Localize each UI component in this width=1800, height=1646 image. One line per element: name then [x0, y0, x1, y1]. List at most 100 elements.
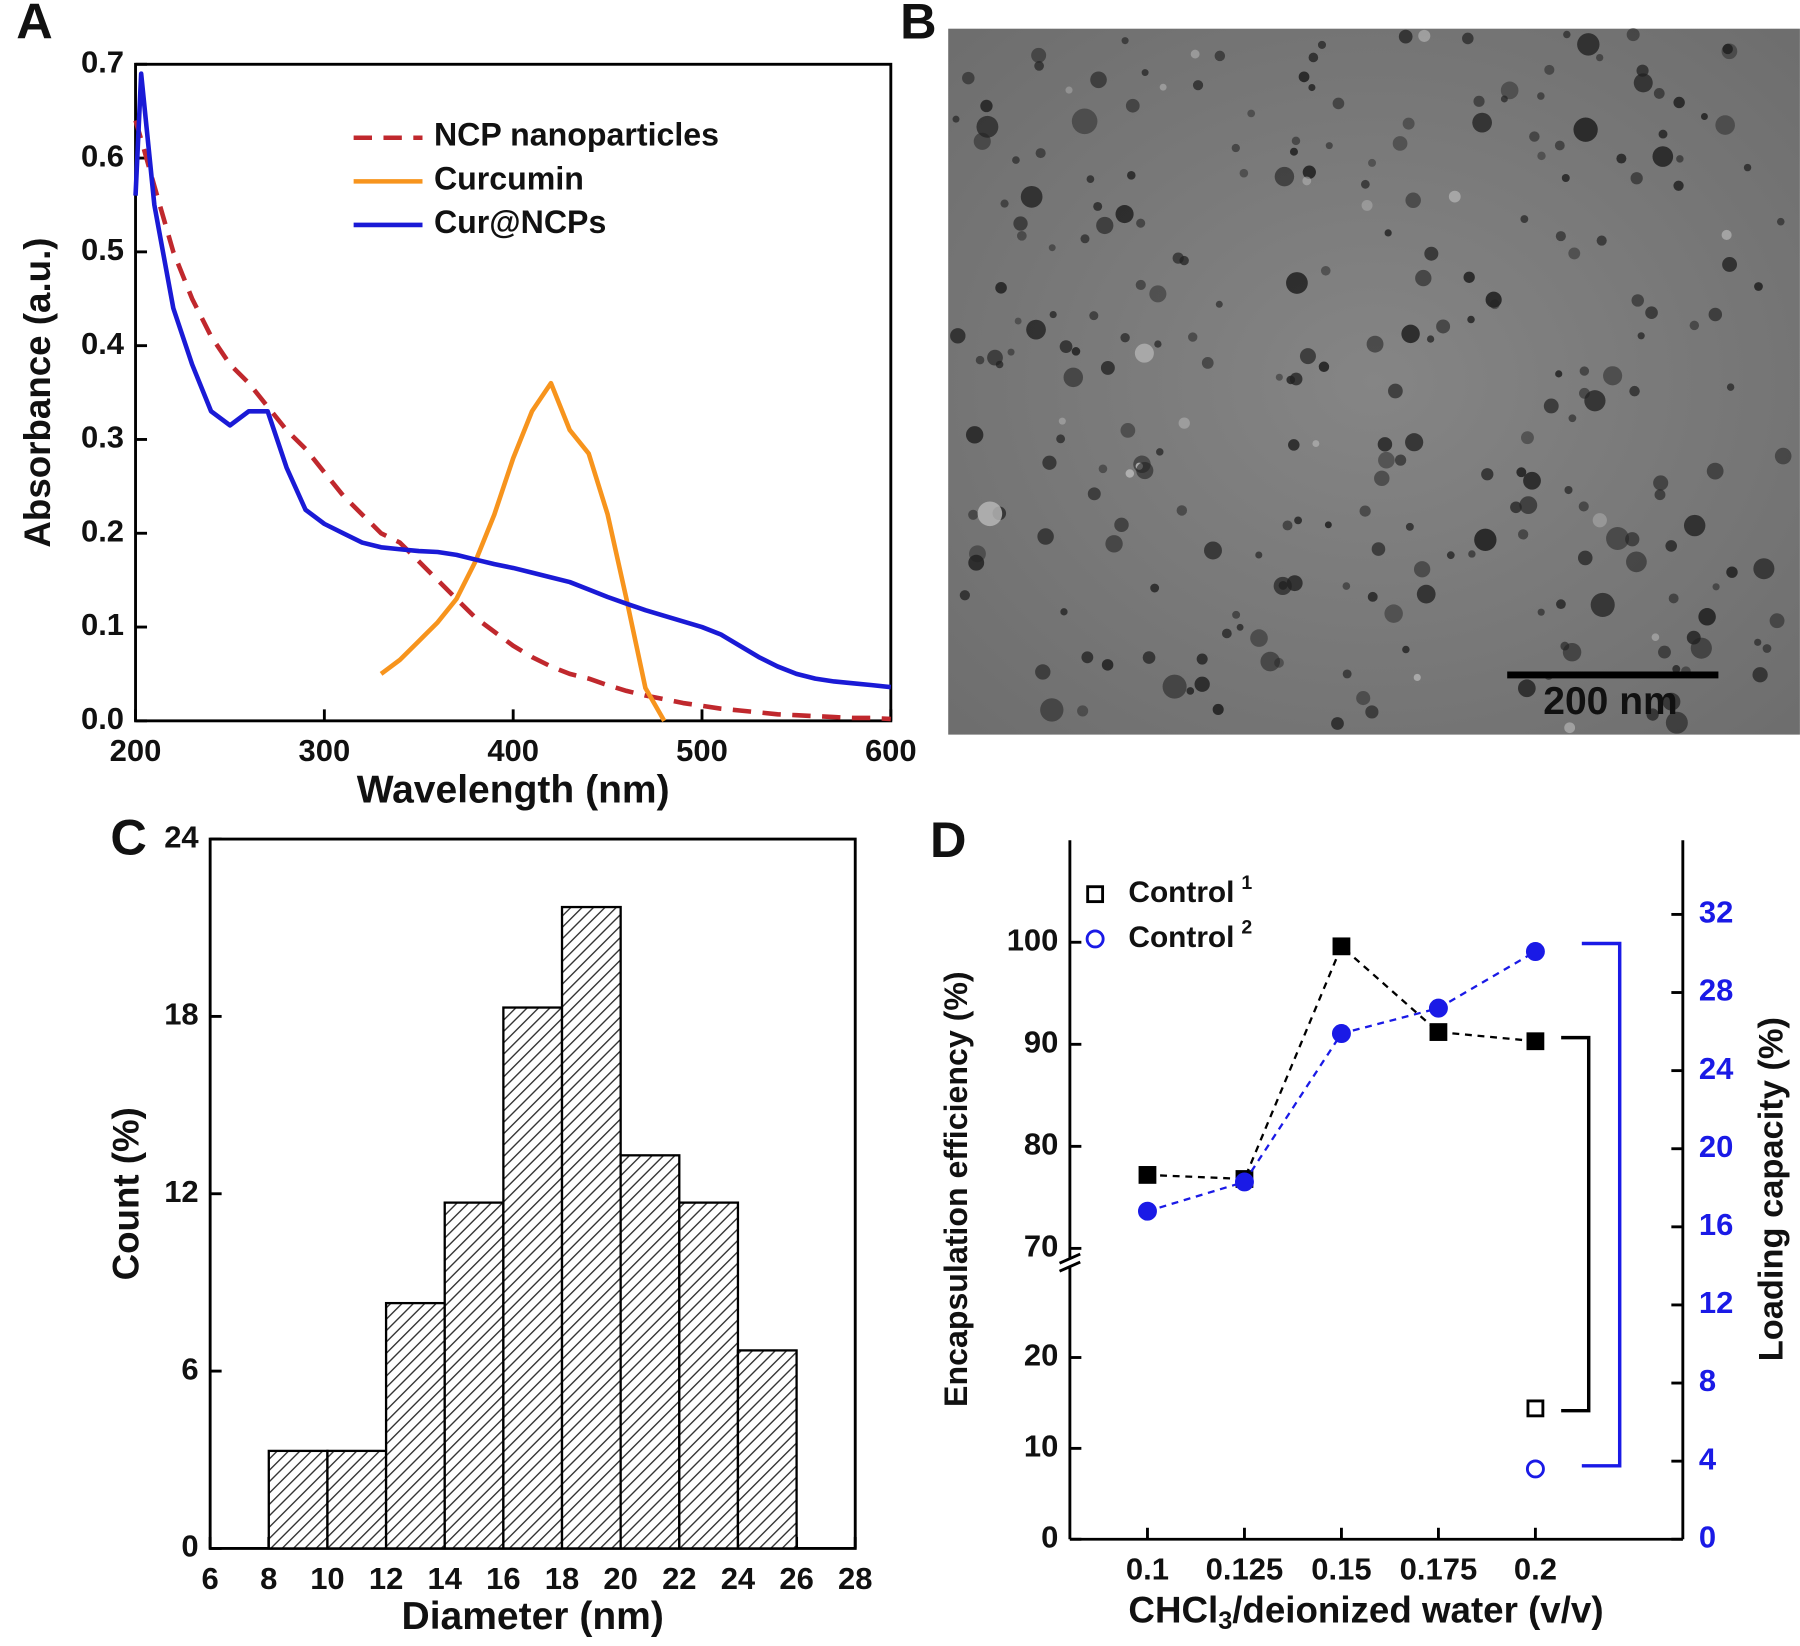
histogram-bar [384, 1301, 446, 1550]
particle [1221, 628, 1232, 639]
particle [1308, 83, 1316, 92]
particle [1368, 158, 1377, 167]
particle [1584, 390, 1606, 412]
particle [1058, 417, 1066, 425]
particle [1676, 155, 1684, 163]
particle [1192, 80, 1204, 91]
x-tick-label: 400 [487, 733, 539, 768]
particle [1556, 599, 1566, 610]
particle [1646, 708, 1659, 721]
particles [950, 28, 1792, 734]
x-tick-label: 18 [545, 1561, 579, 1596]
marker [1234, 1172, 1254, 1192]
particle [1141, 69, 1149, 77]
particle [1100, 360, 1115, 375]
particle [1135, 279, 1146, 291]
particle [1014, 317, 1022, 325]
histogram-bar [678, 1201, 740, 1550]
particle [1302, 176, 1312, 186]
particle [1325, 142, 1333, 150]
particle [1308, 52, 1319, 63]
particle [1413, 561, 1431, 578]
legend-superscript: 1 [1241, 872, 1252, 894]
particle [1706, 462, 1724, 480]
particle [1754, 638, 1762, 646]
particle [1769, 613, 1785, 629]
panel-label: A [16, 0, 52, 50]
particle [1633, 73, 1653, 93]
particle [1035, 148, 1046, 159]
particle [1418, 29, 1431, 42]
particle [1178, 417, 1190, 429]
legend-label: Control 2 [1128, 917, 1252, 954]
particle [1424, 246, 1439, 261]
y-tick-label: 0.7 [81, 44, 124, 79]
y-axis-label: Absorbance (a.u.) [17, 237, 58, 547]
particle [1077, 705, 1089, 717]
particle [1472, 112, 1492, 133]
x-axis-label: Wavelength (nm) [357, 768, 670, 811]
particle [1388, 383, 1403, 399]
y-tick-label: 0.4 [81, 326, 125, 361]
particle [1654, 489, 1666, 501]
legend-name: Control [1128, 876, 1234, 909]
tem-image [948, 28, 1800, 735]
particle [1517, 679, 1536, 698]
legend-name: NCP nanoparticles [434, 117, 719, 153]
marker [1138, 1166, 1157, 1184]
panel-label: B [900, 0, 936, 50]
particle [1500, 95, 1508, 103]
y2-tick-label: 20 [1699, 1129, 1733, 1164]
marker [1525, 1459, 1545, 1479]
particle [1577, 33, 1600, 56]
particle [1361, 199, 1373, 211]
particle [1081, 651, 1094, 664]
y-tick-label: 0 [181, 1529, 198, 1564]
y2-tick-label: 0 [1699, 1519, 1716, 1554]
histogram-bar [619, 1154, 681, 1550]
particle [1232, 610, 1241, 619]
x-tick-label: 20 [603, 1561, 637, 1596]
particle [1537, 151, 1546, 161]
particle [950, 328, 966, 344]
particle [1405, 522, 1414, 531]
particle [1150, 583, 1160, 593]
particle [1020, 185, 1043, 208]
particle [1467, 315, 1475, 324]
tem-image-panel: 200 nm B [900, 0, 1800, 735]
particle [1653, 475, 1669, 491]
particle [1726, 383, 1735, 391]
x-tick-label: 200 [110, 733, 162, 768]
legend-superscript: 2 [1241, 917, 1252, 939]
marker [1137, 1201, 1157, 1221]
particle [965, 426, 984, 444]
x-tick-label: 28 [838, 1561, 872, 1596]
y-tick-label: 24 [164, 819, 199, 854]
particle [1726, 566, 1738, 578]
particle [1035, 664, 1051, 680]
particle [1626, 551, 1647, 573]
particle [1722, 43, 1733, 55]
series-line [379, 380, 667, 722]
particle [1071, 108, 1098, 135]
marker [1331, 1024, 1351, 1043]
particle [1658, 645, 1671, 659]
particle [1188, 332, 1198, 342]
particle [1065, 86, 1073, 94]
particle [1042, 455, 1057, 470]
particle [1394, 454, 1407, 466]
particle [1080, 234, 1090, 244]
particle [1142, 651, 1156, 664]
particle [1048, 244, 1056, 252]
particle [1577, 550, 1593, 566]
y-axis-label: Count (%) [105, 1107, 146, 1280]
series-line [133, 71, 892, 690]
particle [1302, 165, 1316, 179]
particle [1520, 215, 1529, 223]
particle [1031, 47, 1047, 63]
particle [1360, 179, 1370, 189]
particle [1136, 218, 1146, 228]
particle [1098, 464, 1108, 474]
particle [1342, 669, 1352, 679]
